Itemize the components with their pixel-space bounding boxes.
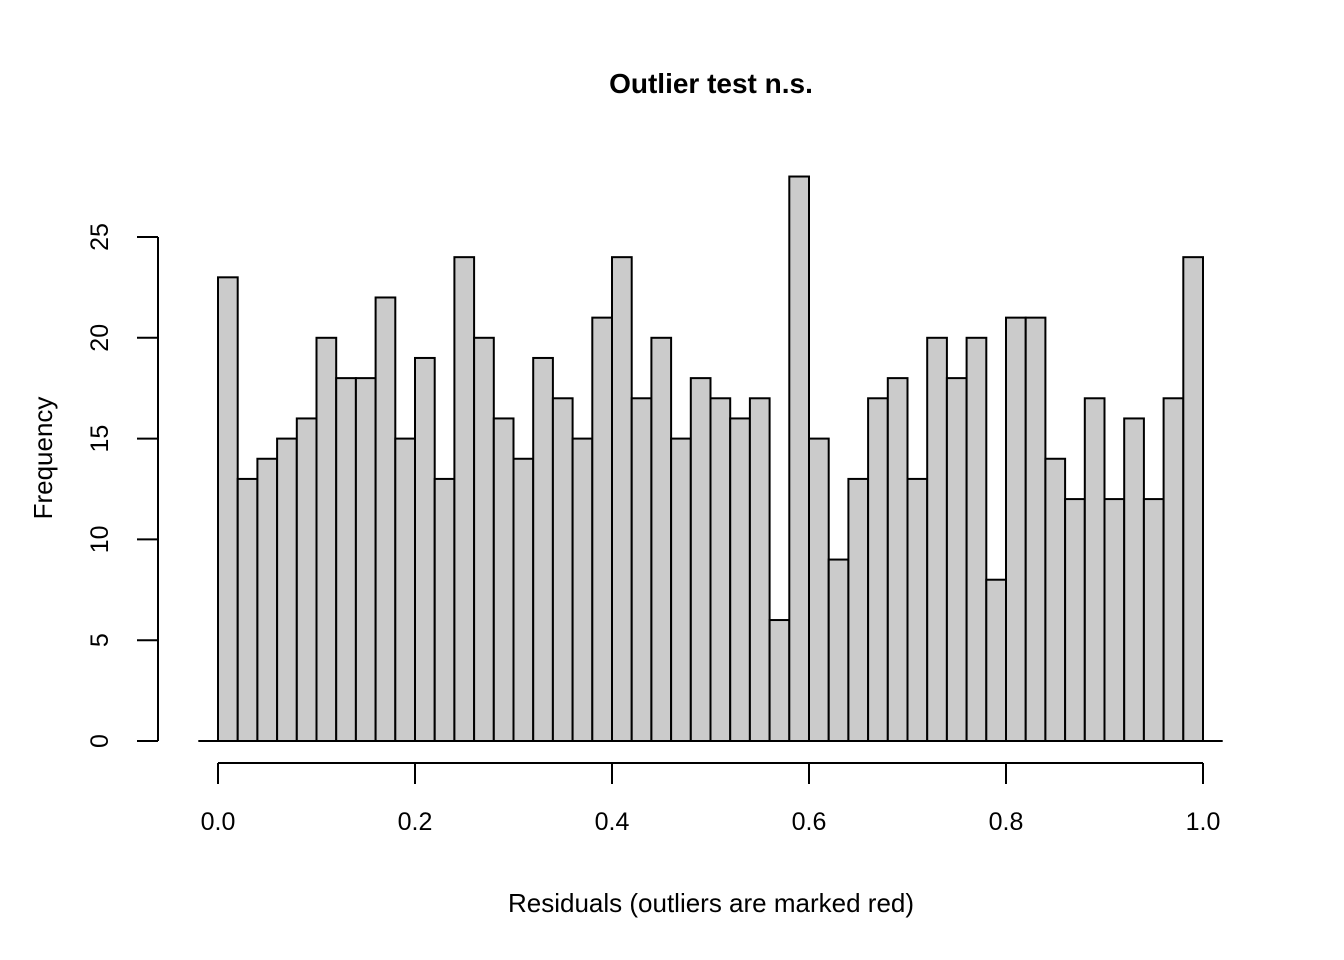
x-tick-label: 0.8 bbox=[989, 808, 1024, 836]
histogram-bar bbox=[985, 578, 1007, 742]
histogram-bar bbox=[394, 437, 416, 742]
histogram-bar bbox=[295, 417, 318, 742]
histogram-bar bbox=[591, 316, 613, 742]
histogram-bar bbox=[788, 175, 810, 742]
y-tick-label: 5 bbox=[86, 633, 114, 647]
x-tick-label: 0.0 bbox=[201, 808, 236, 836]
histogram-bar bbox=[571, 437, 594, 742]
histogram-bar bbox=[1064, 498, 1086, 742]
histogram-bar bbox=[847, 477, 870, 742]
histogram-bar bbox=[217, 276, 239, 742]
histogram-bar bbox=[414, 356, 436, 742]
x-axis-label: Residuals (outliers are marked red) bbox=[508, 888, 914, 918]
histogram-bar bbox=[1103, 498, 1126, 742]
histogram-bar bbox=[670, 437, 692, 742]
histogram-bar bbox=[492, 417, 515, 742]
y-axis-group: 0 5 10 15 20 25 bbox=[86, 223, 159, 748]
histogram-bar bbox=[1182, 256, 1205, 742]
histogram-bar bbox=[374, 296, 397, 742]
histogram-bar bbox=[630, 397, 653, 742]
histogram-bar bbox=[453, 256, 476, 742]
histogram-bar bbox=[906, 477, 929, 742]
y-tick-label: 20 bbox=[86, 324, 114, 352]
histogram-bar bbox=[945, 377, 968, 742]
histogram-bar bbox=[1083, 397, 1106, 742]
y-tick-label: 10 bbox=[86, 525, 114, 553]
x-tick-label: 0.2 bbox=[398, 808, 433, 836]
histogram-bar bbox=[748, 397, 771, 742]
histogram-bar bbox=[1044, 457, 1067, 742]
y-tick-label: 25 bbox=[86, 223, 114, 251]
x-tick-label: 0.4 bbox=[595, 808, 630, 836]
bars-group bbox=[198, 175, 1223, 742]
histogram-bar bbox=[709, 397, 732, 742]
y-tick-label: 15 bbox=[86, 425, 114, 453]
histogram-bar bbox=[551, 397, 574, 742]
histogram-bar bbox=[532, 356, 554, 742]
histogram-bar bbox=[768, 619, 791, 742]
histogram-bar bbox=[1005, 316, 1027, 742]
x-axis-group: 0.0 0.2 0.4 0.6 0.8 1.0 bbox=[201, 762, 1221, 836]
histogram-bar bbox=[886, 377, 909, 742]
histogram-bar bbox=[689, 377, 712, 742]
x-tick-label: 1.0 bbox=[1186, 808, 1221, 836]
histogram-bar bbox=[236, 477, 259, 742]
histogram-bar bbox=[867, 397, 889, 742]
y-tick-label: 0 bbox=[86, 734, 114, 748]
histogram-bar bbox=[512, 457, 535, 742]
chart-title: Outlier test n.s. bbox=[609, 68, 813, 99]
x-tick-label: 0.6 bbox=[792, 808, 827, 836]
histogram-bar bbox=[1123, 417, 1145, 742]
histogram-bar bbox=[926, 336, 948, 742]
histogram-bar bbox=[473, 336, 495, 742]
histogram-bar bbox=[1142, 498, 1165, 742]
histogram-bar bbox=[354, 377, 377, 742]
histogram-bar bbox=[1024, 316, 1047, 742]
histogram-bar bbox=[256, 457, 279, 742]
histogram-bar bbox=[808, 437, 830, 742]
histogram-bar bbox=[276, 437, 298, 742]
histogram-bar bbox=[965, 336, 988, 742]
histogram-bar bbox=[1162, 397, 1185, 742]
histogram-bar bbox=[650, 336, 673, 742]
histogram-bar bbox=[315, 336, 338, 742]
histogram-bar bbox=[729, 417, 751, 742]
histogram-bar bbox=[611, 256, 633, 742]
histogram-bar bbox=[335, 377, 357, 742]
histogram-bar bbox=[827, 558, 850, 742]
y-axis-label: Frequency bbox=[28, 397, 58, 520]
histogram-bar bbox=[433, 477, 456, 742]
